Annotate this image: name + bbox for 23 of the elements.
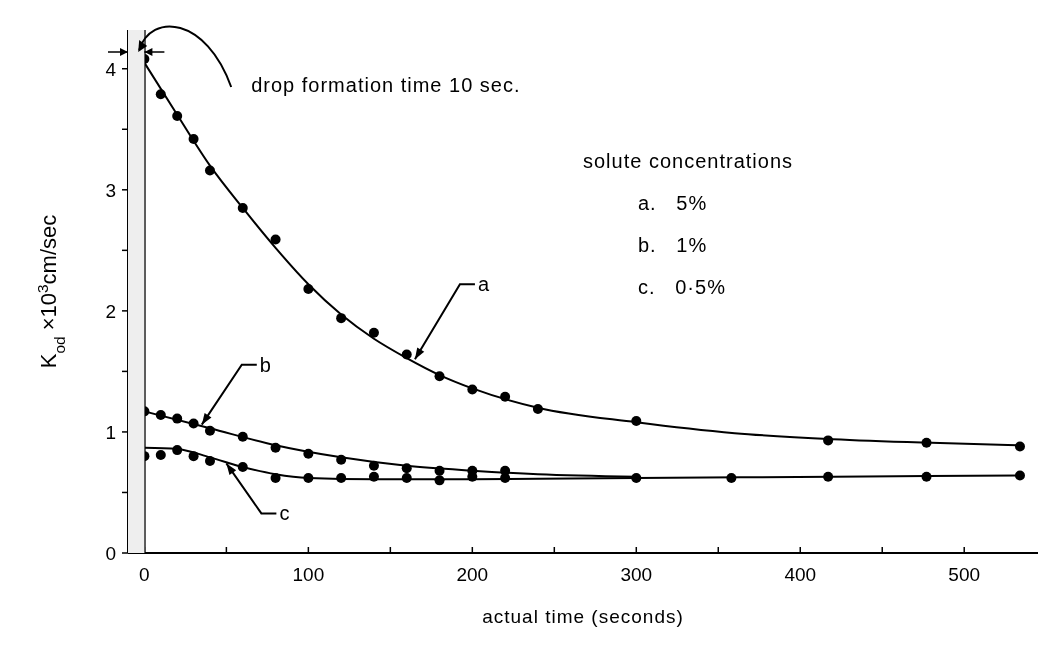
y-tick-label: 4 — [105, 58, 117, 80]
y-tick-label: 1 — [105, 421, 116, 443]
y-tick-label: 3 — [105, 179, 116, 201]
x-tick-label: 200 — [456, 564, 489, 585]
annotation: b — [259, 353, 271, 376]
x-tick-label: 300 — [620, 564, 653, 585]
point — [155, 449, 166, 460]
annotation: c. 0·5% — [638, 276, 726, 298]
annotation: b. 1% — [638, 234, 708, 256]
x-tick-label: 0 — [139, 564, 150, 585]
x-axis-title: actual time (seconds) — [482, 606, 684, 627]
annotation: a. 5% — [638, 192, 708, 214]
annotation: c — [279, 502, 290, 525]
x-tick-label: 500 — [948, 564, 981, 585]
band-label: drop formation time 10 sec. — [251, 74, 521, 96]
point — [368, 327, 379, 338]
annotation: solute concentrations — [583, 150, 794, 172]
y-tick-label: 0 — [105, 543, 116, 564]
annotation: a — [477, 273, 490, 296]
y-tick-label: 2 — [105, 300, 116, 322]
x-tick-label: 400 — [784, 564, 817, 585]
point — [270, 234, 281, 245]
x-tick-label: 100 — [292, 564, 325, 585]
